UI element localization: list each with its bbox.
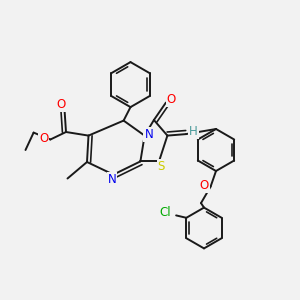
Text: O: O: [56, 98, 65, 111]
Text: O: O: [167, 93, 176, 106]
Text: O: O: [200, 178, 208, 192]
Text: Cl: Cl: [159, 206, 170, 220]
Text: N: N: [144, 128, 153, 141]
Text: S: S: [158, 160, 165, 173]
Text: O: O: [39, 131, 48, 145]
Text: H: H: [189, 125, 198, 138]
Text: N: N: [107, 172, 116, 186]
